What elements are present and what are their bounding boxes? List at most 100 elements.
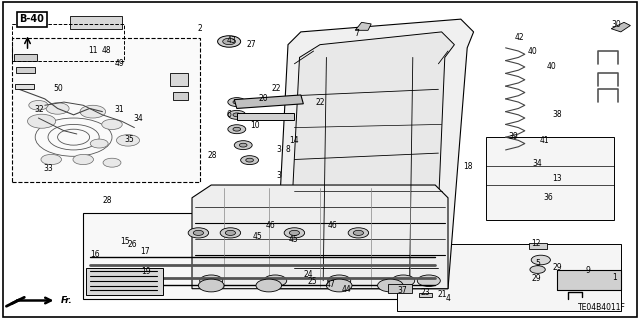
Polygon shape [611,22,630,32]
Text: 12: 12 [532,239,541,248]
Text: 10: 10 [250,121,260,130]
Circle shape [116,135,140,146]
Circle shape [46,103,69,114]
Circle shape [218,36,241,47]
Bar [173,92,188,100]
Text: 35: 35 [124,135,134,144]
Text: 1: 1 [612,273,617,282]
Text: 5: 5 [535,259,540,268]
Text: 20: 20 [259,94,269,103]
Circle shape [392,275,415,286]
Circle shape [417,275,440,286]
Circle shape [225,230,236,235]
Bar [86,268,163,295]
Circle shape [228,110,246,119]
Circle shape [200,275,223,286]
Text: 32: 32 [34,105,44,114]
Text: 44: 44 [342,285,352,294]
Circle shape [353,230,364,235]
Circle shape [220,228,241,238]
Circle shape [239,143,247,147]
Text: 50: 50 [53,84,63,93]
Circle shape [233,113,241,117]
Text: 26: 26 [127,241,137,249]
Text: 13: 13 [552,174,563,182]
Text: B-40: B-40 [19,14,44,24]
Bar [12,24,124,61]
Bar [419,293,432,297]
Circle shape [103,158,121,167]
Circle shape [233,127,241,131]
Bar [14,54,36,61]
Text: 40: 40 [547,62,557,71]
Text: 14: 14 [289,137,300,145]
Text: 38: 38 [552,110,563,119]
Polygon shape [192,185,448,289]
Text: 42: 42 [515,33,525,42]
Bar [397,244,621,311]
Text: 49: 49 [114,59,124,68]
Circle shape [223,38,236,45]
Text: 6: 6 [227,110,232,119]
Polygon shape [288,32,454,282]
Text: 28: 28 [208,151,217,160]
Text: 27: 27 [246,40,256,48]
Text: 34: 34 [133,114,143,123]
Text: 46: 46 [265,221,275,230]
Bar [237,113,294,120]
Text: 22: 22 [272,84,281,93]
Bar [486,137,614,220]
Circle shape [228,98,246,107]
Text: 7: 7 [355,29,360,38]
Text: 39: 39 [508,132,518,141]
Circle shape [326,279,352,292]
Text: 25: 25 [307,277,317,286]
Text: 9: 9 [585,266,590,275]
Circle shape [29,100,48,110]
Text: 41: 41 [540,137,550,145]
Text: 45: 45 [288,235,298,244]
Bar [15,84,34,88]
Text: 16: 16 [90,250,100,259]
Text: 23: 23 [420,288,430,297]
Text: 33: 33 [44,164,54,173]
Circle shape [378,279,403,292]
Text: 40: 40 [527,47,538,56]
Circle shape [80,105,106,118]
Circle shape [234,141,252,150]
Bar [170,73,188,86]
Text: 30: 30 [611,20,621,29]
Text: 48: 48 [101,46,111,55]
Bar [529,243,547,249]
Text: 8: 8 [285,145,291,154]
Circle shape [348,228,369,238]
Bar [12,38,200,182]
Text: 45: 45 [252,232,262,241]
Circle shape [256,279,282,292]
Text: 3: 3 [276,145,281,154]
Polygon shape [275,19,474,289]
Circle shape [289,230,300,235]
Text: 22: 22 [316,98,324,107]
Text: 47: 47 [325,280,335,289]
Text: 36: 36 [543,193,553,202]
Circle shape [246,158,253,162]
Polygon shape [355,22,371,30]
Text: 29: 29 [531,274,541,283]
Circle shape [531,255,550,265]
Circle shape [28,114,56,128]
Text: 4: 4 [445,294,451,303]
Bar [16,67,35,73]
Bar [234,95,303,108]
Bar [83,213,448,299]
Circle shape [90,139,108,148]
Text: 37: 37 [397,286,407,295]
Text: 29: 29 [552,263,563,272]
Circle shape [193,230,204,235]
Circle shape [198,279,224,292]
Text: 21: 21 [438,290,447,299]
Text: 43: 43 [227,36,237,45]
Circle shape [188,228,209,238]
Circle shape [233,100,241,104]
Circle shape [73,154,93,165]
